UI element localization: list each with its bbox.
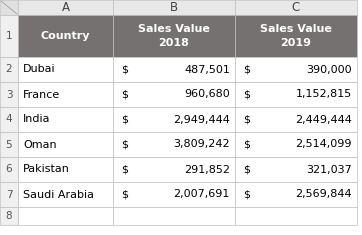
Bar	[235, 82, 357, 107]
Text: 487,501: 487,501	[184, 64, 230, 74]
Bar	[0, 157, 18, 182]
Bar	[113, 107, 235, 132]
Bar	[18, 82, 113, 107]
Bar	[0, 107, 18, 132]
Text: $: $	[121, 189, 128, 200]
Text: 390,000: 390,000	[306, 64, 352, 74]
Text: 3: 3	[6, 90, 12, 99]
Bar	[235, 207, 357, 225]
Text: Saudi Arabia: Saudi Arabia	[23, 189, 94, 200]
Text: $: $	[121, 164, 128, 175]
Text: $: $	[121, 140, 128, 149]
Bar	[113, 82, 235, 107]
Bar	[235, 107, 357, 132]
Text: $: $	[121, 64, 128, 74]
Bar	[113, 57, 235, 82]
Text: 3,809,242: 3,809,242	[173, 140, 230, 149]
Bar	[0, 0, 18, 15]
Text: Country: Country	[41, 31, 90, 41]
Text: A: A	[62, 1, 70, 14]
Bar	[0, 207, 18, 225]
Text: 1: 1	[6, 31, 12, 41]
Text: $: $	[243, 140, 250, 149]
Bar	[113, 182, 235, 207]
Text: 7: 7	[6, 189, 12, 200]
Bar	[18, 132, 113, 157]
Text: 1,152,815: 1,152,815	[296, 90, 352, 99]
Bar	[18, 0, 113, 15]
Text: C: C	[292, 1, 300, 14]
Text: 2,949,444: 2,949,444	[173, 114, 230, 125]
Text: $: $	[121, 114, 128, 125]
Text: 321,037: 321,037	[306, 164, 352, 175]
Text: 5: 5	[6, 140, 12, 149]
Text: $: $	[243, 114, 250, 125]
Text: Dubai: Dubai	[23, 64, 56, 74]
Text: 2,569,844: 2,569,844	[295, 189, 352, 200]
Text: 291,852: 291,852	[184, 164, 230, 175]
Bar	[18, 207, 113, 225]
Text: 2,514,099: 2,514,099	[295, 140, 352, 149]
Bar	[113, 132, 235, 157]
Bar	[113, 15, 235, 57]
Bar	[18, 107, 113, 132]
Text: $: $	[243, 90, 250, 99]
Bar	[0, 132, 18, 157]
Bar	[113, 157, 235, 182]
Bar	[18, 157, 113, 182]
Text: $: $	[243, 164, 250, 175]
Bar	[235, 182, 357, 207]
Text: 2,007,691: 2,007,691	[174, 189, 230, 200]
Bar	[235, 57, 357, 82]
Text: 2,449,444: 2,449,444	[295, 114, 352, 125]
Bar	[0, 82, 18, 107]
Bar	[0, 182, 18, 207]
Text: 6: 6	[6, 164, 12, 175]
Text: 4: 4	[6, 114, 12, 125]
Text: B: B	[170, 1, 178, 14]
Bar	[0, 57, 18, 82]
Text: Sales Value
2018: Sales Value 2018	[138, 24, 210, 48]
Text: 8: 8	[6, 211, 12, 221]
Text: Sales Value
2019: Sales Value 2019	[260, 24, 332, 48]
Bar	[235, 157, 357, 182]
Text: Pakistan: Pakistan	[23, 164, 70, 175]
Bar	[18, 182, 113, 207]
Text: 960,680: 960,680	[184, 90, 230, 99]
Text: India: India	[23, 114, 51, 125]
Bar	[18, 15, 113, 57]
Bar	[235, 0, 357, 15]
Text: $: $	[121, 90, 128, 99]
Bar	[113, 0, 235, 15]
Bar	[235, 15, 357, 57]
Bar	[235, 132, 357, 157]
Bar	[0, 15, 18, 57]
Bar	[113, 207, 235, 225]
Text: $: $	[243, 64, 250, 74]
Text: France: France	[23, 90, 60, 99]
Text: 2: 2	[6, 64, 12, 74]
Bar	[18, 57, 113, 82]
Text: $: $	[243, 189, 250, 200]
Text: Oman: Oman	[23, 140, 56, 149]
